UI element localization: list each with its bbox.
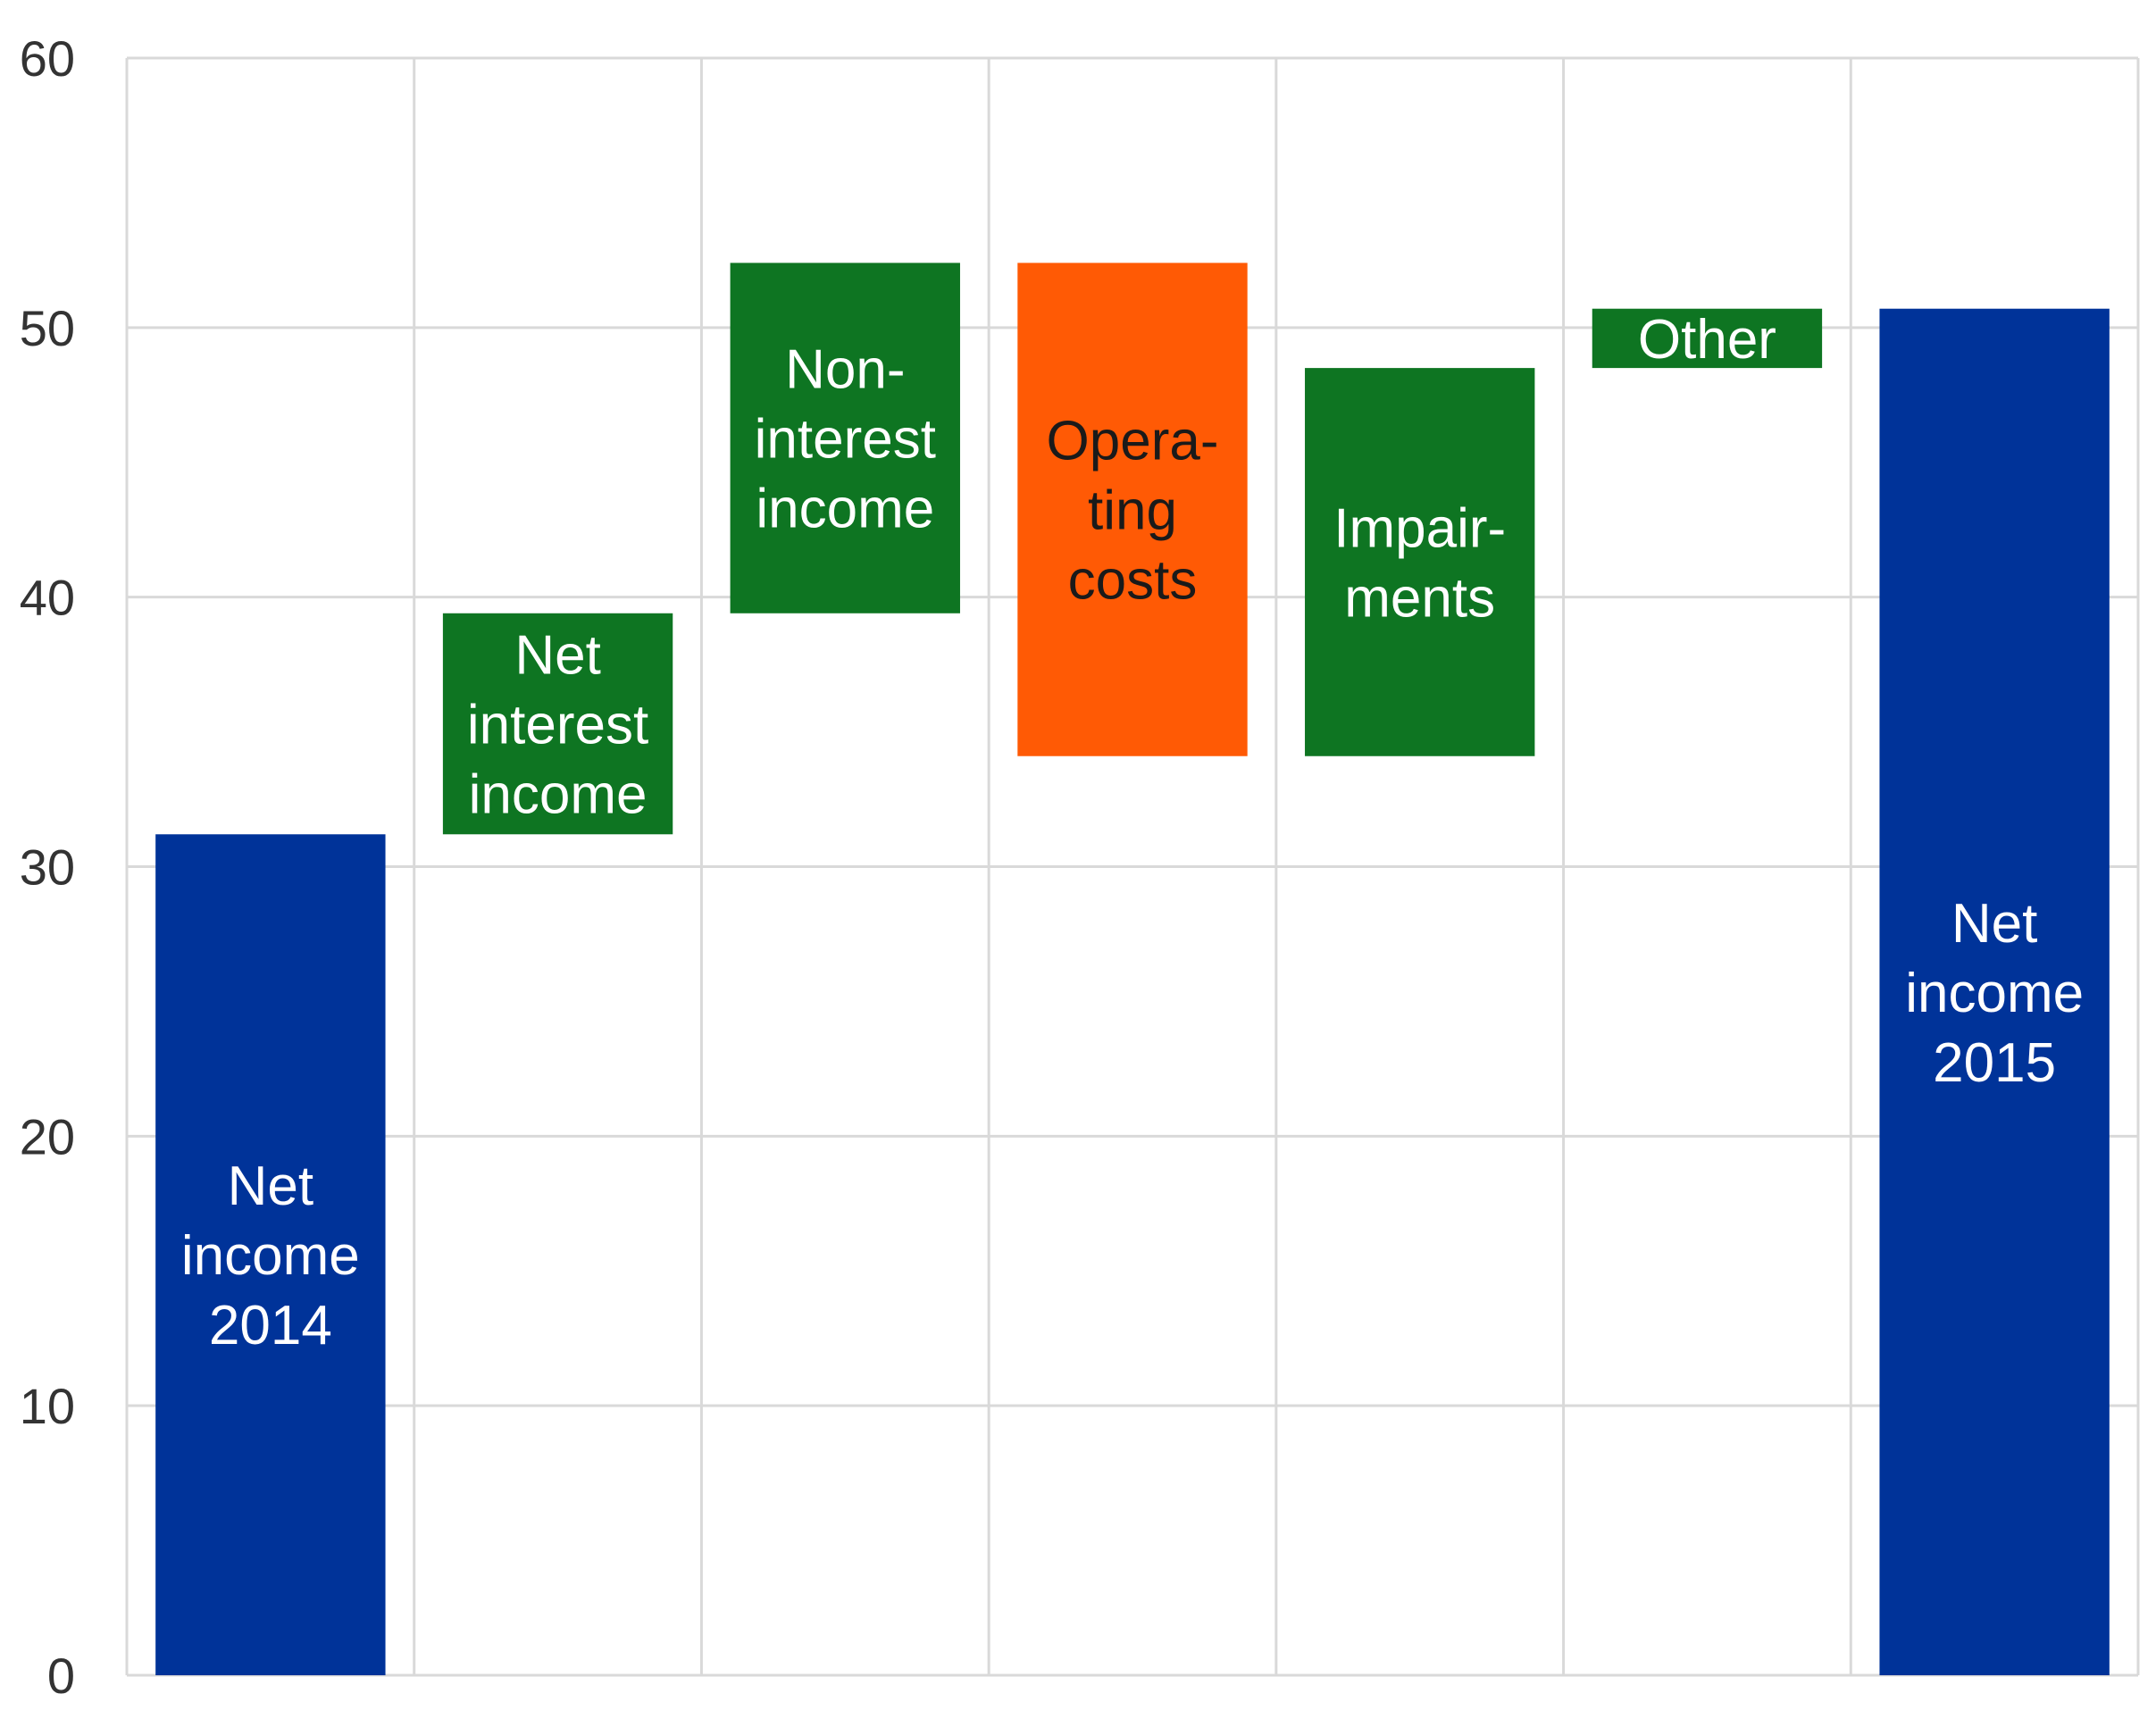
bar-label: income [756,479,934,540]
bar-label: costs [1068,550,1198,612]
bar-label: interest [467,695,648,756]
y-tick-label: 10 [20,1378,75,1434]
bar-label: income [181,1225,360,1287]
waterfall-bar [1592,308,1823,369]
bar-label: Opera- [1047,411,1219,472]
bar-label: ments [1344,567,1495,629]
bar-label: 2015 [1933,1032,2056,1094]
waterfall-bar [730,263,960,613]
waterfall-bar [1017,263,1248,756]
bar-label: 2014 [209,1295,332,1356]
bar-label: income [469,764,648,826]
y-tick-label: 30 [20,839,75,896]
bar-label: Net [514,625,600,687]
bar-label: Non- [785,339,905,401]
waterfall-bar [1305,368,1535,756]
y-tick-label: 50 [20,300,75,356]
y-tick-label: 60 [20,30,75,87]
bars-group: Net income 2014 Net interest income Non-intere… [155,263,2110,1676]
y-tick-label: 40 [20,570,75,626]
bar-label: Net [228,1156,313,1217]
bar-label: income [1905,963,2084,1024]
y-tick-label: 20 [20,1108,75,1164]
waterfall-bar [442,613,673,835]
y-tick-label: 0 [47,1648,75,1704]
bar-label: Net [1951,893,2037,955]
y-axis-ticks: 0 10 20 30 40 50 60 [20,30,75,1704]
waterfall-bar [155,834,386,1675]
bar-label: Other [1638,309,1776,371]
waterfall-bar [1879,308,2110,1676]
bar-label: interest [755,409,936,471]
bar-label: ting [1088,480,1177,542]
bar-label: Impair- [1333,497,1506,559]
